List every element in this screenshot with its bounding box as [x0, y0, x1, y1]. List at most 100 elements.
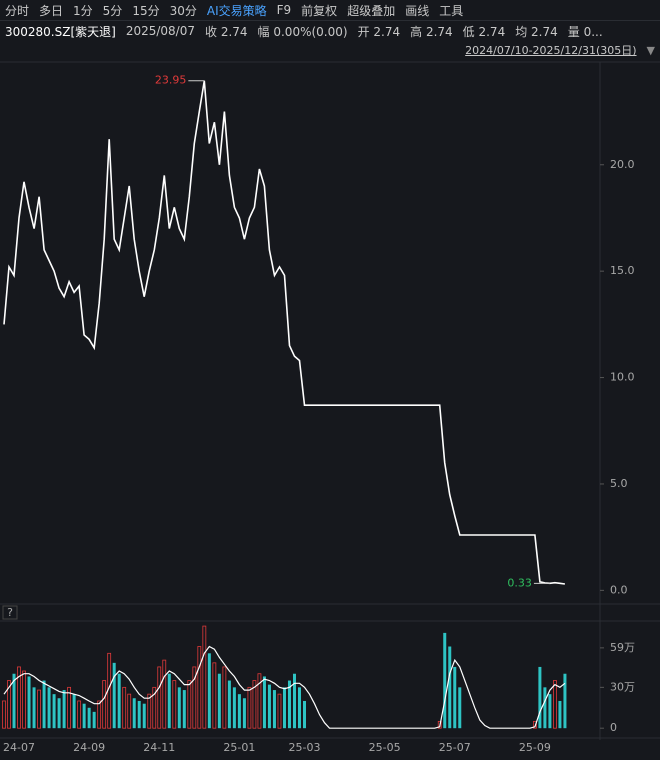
label[interactable]: 前复权 — [301, 3, 338, 18]
label[interactable]: 5分 — [102, 3, 123, 18]
volume-bar — [272, 690, 276, 729]
volume-bar — [32, 687, 36, 729]
label[interactable]: AI交易策略 — [206, 3, 267, 18]
label[interactable]: 工具 — [439, 3, 464, 18]
volume-bar — [212, 662, 217, 729]
volume-bar — [112, 662, 116, 729]
x-tick-label: 24-11 — [143, 741, 175, 754]
label[interactable]: F9 — [276, 3, 292, 17]
volume-bar — [222, 666, 227, 729]
toolbar: 分时 多日 1分 5分 15分 30分 AI交易策略 F9 前复权 超级叠加 画线 工具 — [0, 0, 660, 21]
volume-bar — [543, 687, 547, 729]
help[interactable]: ? — [7, 606, 13, 619]
volume-ma — [3, 645, 566, 729]
volume-bar — [127, 693, 132, 729]
volume-bar — [292, 673, 296, 729]
volume-bar — [448, 646, 452, 729]
volume-bar — [297, 687, 301, 729]
x-tick-label: 25-05 — [369, 741, 401, 754]
label: 高 2.74 — [410, 24, 453, 39]
volume-bar — [217, 673, 221, 729]
label[interactable]: 30分 — [169, 3, 197, 18]
label: 量 0... — [567, 24, 603, 39]
volume-bar — [97, 700, 102, 729]
volume-bar — [12, 673, 16, 729]
volume-bar — [172, 680, 177, 729]
label[interactable]: 15分 — [132, 3, 160, 18]
volume-bar — [22, 670, 26, 729]
annotation: 0.33 — [507, 576, 532, 589]
volume-bar — [267, 684, 271, 729]
volume-bar — [147, 693, 152, 729]
x-tick-label: 24-09 — [73, 741, 105, 754]
volume-bar — [262, 676, 266, 729]
volume-bar — [207, 653, 211, 729]
volume-bar — [42, 680, 46, 729]
volume-bar — [7, 680, 11, 729]
volume-bar — [437, 720, 442, 729]
volume-bar — [553, 680, 557, 729]
volume-bar — [247, 686, 252, 729]
volume-bar — [232, 687, 236, 729]
volume-bar — [52, 694, 56, 729]
y-tick-label: 10.0 — [610, 371, 635, 384]
volume-bar — [92, 711, 96, 729]
volume-bar — [443, 632, 447, 729]
volume-bar — [82, 703, 86, 729]
label: 2025/08/07 — [125, 24, 195, 38]
volume-bar — [17, 666, 21, 729]
volume-bar — [77, 700, 82, 729]
label: 低 2.74 — [462, 24, 506, 39]
volume-bar — [57, 698, 61, 729]
y-tick-label: 5.0 — [610, 477, 628, 490]
date-range[interactable]: 2024/07/10-2025/12/31(305日) — [465, 44, 637, 57]
label[interactable]: 多日 — [39, 3, 64, 18]
volume-bar — [532, 720, 537, 729]
volume-bar — [62, 690, 66, 729]
volume-bar — [152, 686, 157, 729]
volume-bar — [162, 659, 167, 729]
x-tick-label: 25-07 — [439, 741, 471, 754]
volume-bar — [202, 625, 207, 729]
y-tick-label: 20.0 — [610, 158, 635, 171]
label: 幅 0.00%(0.00) — [257, 24, 348, 39]
help-box[interactable] — [2, 605, 18, 620]
label[interactable]: 超级叠加 — [347, 3, 396, 18]
volume-bar — [257, 673, 262, 729]
label: 收 2.74 — [205, 24, 248, 39]
volume-bar — [122, 686, 127, 729]
volume-bar — [87, 707, 91, 729]
volume-bar — [453, 666, 457, 729]
label[interactable]: 分时 — [5, 3, 30, 18]
volume-bar — [182, 690, 186, 729]
volume-bar — [102, 680, 107, 729]
volume-bar — [252, 680, 257, 729]
x-tick-label: 24-07 — [3, 741, 35, 754]
volume-bar — [237, 694, 241, 729]
x-tick-label: 25-01 — [223, 741, 255, 754]
volume-bar — [277, 693, 282, 729]
label: 开 2.74 — [357, 24, 401, 39]
label[interactable]: 1分 — [73, 3, 93, 18]
volume-bar — [197, 646, 202, 729]
volume-bar — [67, 686, 72, 729]
y-tick-label: 0 — [610, 721, 617, 734]
volume-bar — [132, 698, 136, 729]
volume-bar — [142, 703, 146, 729]
x-tick-label: 25-03 — [289, 741, 321, 754]
volume-bar — [458, 687, 462, 729]
volume-bar — [157, 666, 162, 729]
label: 300280.SZ[紫天退] — [5, 24, 116, 39]
y-tick-label: 0.0 — [610, 583, 628, 596]
y-tick-label: 15.0 — [610, 264, 635, 277]
volume-bar — [187, 680, 192, 729]
volume-bar — [177, 687, 181, 729]
volume-bar — [303, 700, 307, 729]
volume-bar — [37, 689, 41, 729]
volume-bar — [167, 673, 171, 729]
label[interactable]: 画线 — [405, 3, 430, 18]
volume-bar — [117, 673, 121, 729]
volume-bar — [563, 673, 567, 729]
